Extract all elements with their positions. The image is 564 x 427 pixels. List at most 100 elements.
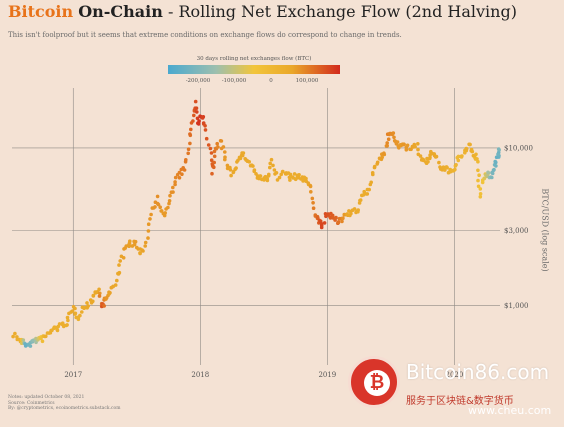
data-point [121, 255, 126, 260]
data-point [349, 211, 353, 216]
data-point [288, 178, 292, 182]
data-point [365, 192, 370, 196]
data-point [209, 151, 214, 155]
data-point [265, 178, 270, 183]
data-point [413, 144, 417, 149]
data-point [310, 196, 315, 201]
data-point [168, 193, 172, 198]
data-point [478, 195, 483, 199]
y-tick-label: $10,000 [504, 144, 533, 152]
data-point [251, 164, 255, 168]
data-point [115, 278, 119, 283]
legend-tick: -100,000 [221, 78, 247, 84]
data-point [297, 173, 301, 177]
data-point [274, 171, 279, 175]
data-point [23, 342, 28, 346]
notes-author: By: @cryptometrics, ecoinometrics.substa… [8, 406, 121, 411]
data-point [341, 216, 345, 220]
data-point [268, 161, 273, 166]
data-point [11, 334, 15, 339]
data-point [34, 340, 38, 345]
data-point [146, 222, 151, 226]
data-point [21, 338, 26, 342]
title-bitcoin: Bitcoin [8, 2, 74, 21]
data-point [206, 143, 211, 147]
data-point [65, 323, 69, 327]
data-point [311, 206, 316, 210]
data-point [132, 242, 137, 247]
data-point [309, 190, 313, 194]
bitcoin-icon: ₿ [364, 370, 390, 396]
data-point [203, 124, 207, 128]
data-point [194, 106, 199, 110]
data-point [340, 219, 344, 224]
data-point [159, 209, 163, 213]
data-point [319, 223, 324, 228]
data-point [475, 157, 479, 161]
data-point [280, 169, 285, 174]
data-point [223, 157, 227, 162]
data-point [102, 304, 106, 308]
data-point [40, 339, 45, 344]
data-point [225, 163, 230, 168]
data-point [234, 166, 238, 170]
data-point [369, 180, 374, 185]
data-point [212, 160, 216, 165]
data-point [182, 168, 187, 172]
data-point [189, 127, 193, 132]
data-point [146, 229, 151, 233]
data-point [209, 158, 214, 162]
data-point [177, 176, 182, 180]
data-point [395, 140, 400, 144]
gridlines [12, 88, 500, 365]
data-point [13, 331, 17, 336]
data-point [308, 184, 313, 189]
data-point [385, 141, 390, 145]
y-axis-label: BTC/USD (log scale) [540, 188, 550, 272]
data-point [127, 244, 131, 248]
data-point [238, 156, 243, 161]
data-point [128, 239, 132, 243]
data-point [171, 190, 175, 194]
data-point [210, 171, 214, 176]
data-point [80, 310, 84, 314]
data-point [229, 173, 233, 178]
data-point [117, 270, 122, 275]
data-point [73, 306, 77, 311]
legend-tick: 0 [269, 78, 273, 84]
data-point [66, 318, 70, 323]
data-point [70, 309, 75, 313]
data-point [405, 143, 410, 148]
watermark-name: Bitcoin86.com [406, 360, 550, 384]
data-point [155, 194, 160, 199]
x-tick-label: 2017 [64, 371, 82, 379]
data-point [468, 142, 472, 147]
data-points [11, 99, 501, 348]
legend-tick: -200,000 [185, 78, 211, 84]
data-point [434, 154, 439, 159]
data-point [397, 146, 401, 150]
data-point [496, 147, 501, 151]
data-point [416, 147, 420, 152]
data-point [361, 193, 366, 197]
data-point [416, 142, 420, 146]
notes-updated: Notes: updated October 08, 2021 [8, 395, 85, 400]
data-point [241, 151, 246, 155]
data-point [162, 213, 167, 218]
data-point [228, 168, 233, 172]
data-point [496, 152, 500, 156]
data-point [279, 172, 284, 177]
data-point [352, 207, 357, 211]
data-point [258, 174, 263, 178]
data-point [271, 163, 275, 168]
data-point [97, 287, 101, 292]
data-point [269, 157, 274, 162]
data-point [336, 220, 341, 225]
data-point [460, 154, 464, 158]
data-point [288, 172, 293, 177]
data-point [370, 171, 375, 175]
data-point [277, 175, 282, 180]
y-tick-label: $3,000 [504, 227, 529, 235]
data-point [91, 293, 96, 298]
